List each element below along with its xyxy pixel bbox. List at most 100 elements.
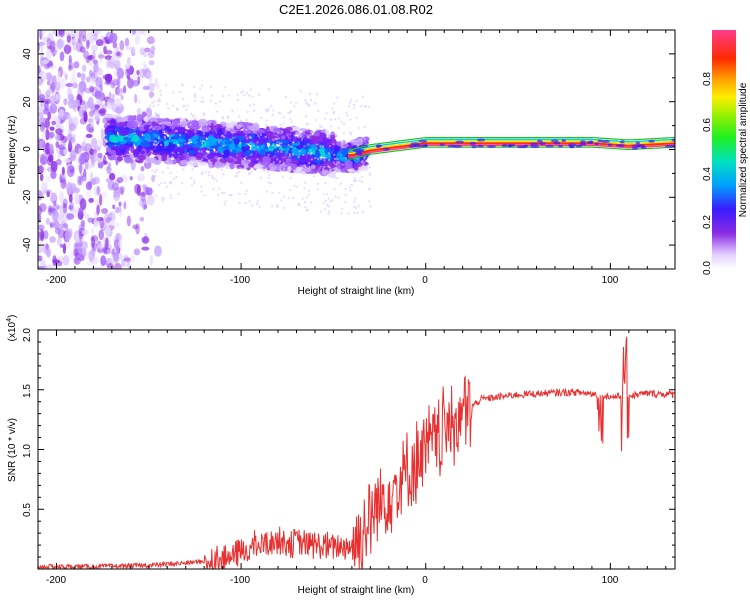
heatmap-cell [116,76,121,89]
heatmap-cell [89,86,95,93]
heatmap-cell [113,252,119,262]
heatmap-cell [180,182,183,185]
heatmap-cell [337,160,340,163]
heatmap-cell [159,89,162,92]
heatmap-cell [270,182,273,185]
heatmap-cell [123,257,131,262]
heatmap-cell [347,168,353,173]
heatmap-cell [348,131,351,134]
heatmap-cell [56,205,63,210]
heatmap-cell [169,171,172,174]
heatmap-cell [149,126,152,129]
heatmap-cell [329,125,332,128]
heatmap-cell [125,46,133,51]
heatmap-cell [227,115,230,118]
heatmap-cell [229,194,232,197]
heatmap-cell [258,205,261,208]
heatmap-cell [308,189,311,192]
heatmap-cell [66,133,73,143]
heatmap-cell [157,136,160,139]
heatmap-cell [192,114,195,117]
heatmap-cell [271,165,278,170]
heatmap-cell [71,37,79,44]
heatmap-cell [295,185,298,188]
heatmap-cell [315,146,318,149]
heatmap-cell [62,174,66,186]
heatmap-cell [148,60,155,66]
heatmap-cell [38,94,46,103]
heatmap-cell [58,108,64,118]
heatmap-cell [117,126,126,130]
heatmap-cell [38,255,43,262]
heatmap-cell [314,119,317,122]
heatmap-cell [171,155,174,158]
heatmap-cell [116,57,121,68]
heatmap-cell [151,159,154,162]
heatmap-cell [236,174,239,177]
heatmap-cell [154,140,157,143]
heatmap-cell [198,123,201,126]
heatmap-cell [165,132,168,135]
heatmap-cell [235,124,241,130]
heatmap-cell [80,235,84,245]
heatmap-cell [619,140,625,144]
heatmap-cell [238,202,241,205]
heatmap-cell [199,150,207,155]
heatmap-cell [337,196,340,199]
heatmap-cell [353,162,359,171]
heatmap-cell [211,176,214,179]
heatmap-cell [247,172,250,175]
heatmap-cell [317,182,320,185]
heatmap-cell [59,51,65,62]
heatmap-cell [140,166,145,172]
heatmap-cell [89,153,94,165]
heatmap-cell [209,85,212,88]
heatmap-cell [158,97,161,100]
heatmap-cell [272,161,275,164]
heatmap-cell [289,153,292,156]
heatmap-cell [232,131,235,134]
heatmap-cell [71,134,76,139]
heatmap-cell [260,144,265,151]
heatmap-cell [116,67,125,79]
heatmap-cell [81,141,87,152]
heatmap-cell [142,30,147,36]
heatmap-cell [347,212,350,215]
heatmap-cell [108,97,115,104]
heatmap-cell [267,181,270,184]
heatmap-cell [167,138,177,143]
heatmap-cell [49,95,56,106]
heatmap-cell [240,119,243,122]
heatmap-cell [671,144,675,148]
heatmap-cell [163,197,166,200]
heatmap-cell [148,197,151,200]
heatmap-cell [143,117,148,122]
heatmap-cell [323,165,326,168]
heatmap-cell [84,87,93,94]
heatmap-cell [201,171,204,174]
heatmap-cell [46,48,52,61]
heatmap-cell [277,131,280,134]
heatmap-cell [79,152,86,164]
heatmap-cell [77,175,81,186]
heatmap-cell [132,149,139,158]
heatmap-cell [352,139,355,142]
heatmap-cell [175,129,178,132]
heatmap-cell [208,122,211,125]
heatmap-cell [62,254,70,266]
heatmap-cell [341,163,344,166]
heatmap-cell [45,217,51,225]
heatmap-cell [191,122,202,131]
heatmap-cell [282,169,285,172]
heatmap-cell [145,72,152,78]
heatmap-cell [238,170,241,173]
heatmap-cell [68,64,72,72]
heatmap-cell [68,123,77,131]
heatmap-cell [233,137,240,145]
heatmap-cell [210,161,213,164]
heatmap-cell [607,143,613,147]
heatmap-cell [92,49,96,62]
heatmap-cell [194,117,197,120]
heatmap-cell [70,209,79,215]
